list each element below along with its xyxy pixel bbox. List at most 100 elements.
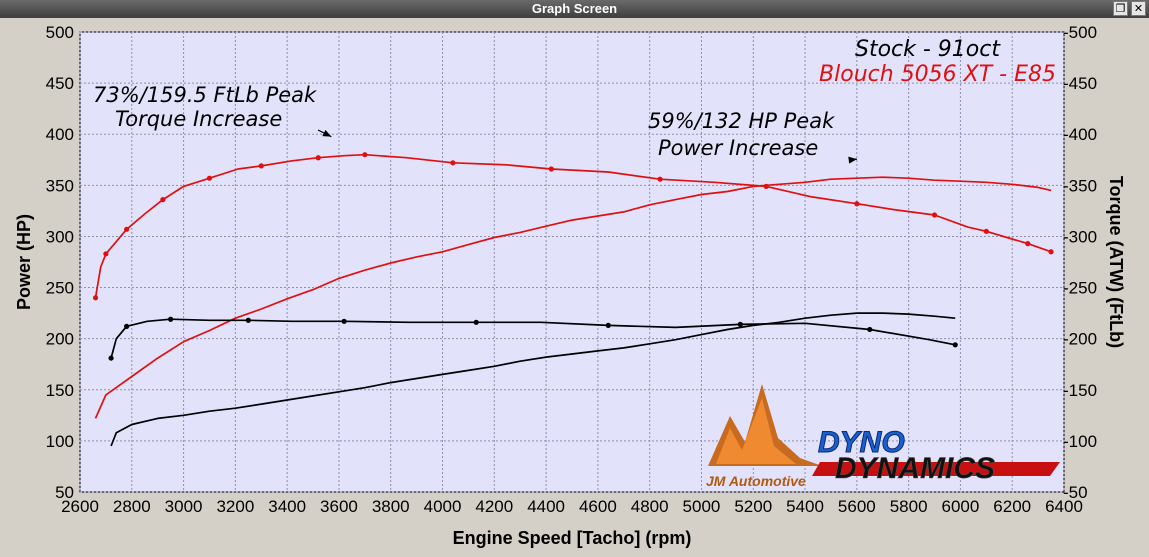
series-0-torque-line: [94, 153, 1052, 298]
x-tick-label-2: 3000: [165, 497, 203, 516]
x-tick-label-15: 5600: [838, 497, 876, 516]
series-0-point-8: [206, 175, 213, 181]
y-left-tick-label-1: 100: [46, 432, 74, 451]
series-0-point-24: [854, 201, 860, 207]
legend-stock: Stock - 91oct: [855, 37, 1001, 62]
y-left-tick-label-2: 150: [46, 381, 74, 400]
series-2-point-0: [108, 355, 114, 361]
annotation-torque-line1: 73%/159.5 FtLb Peak: [93, 83, 317, 107]
dyno-logo-line2: DYNAMICS: [835, 452, 995, 485]
series-2-point-8: [341, 318, 347, 324]
jm-automotive-logo: JM Automotive: [706, 384, 822, 489]
y-left-tick-label-9: 500: [46, 23, 74, 42]
y-left-tick-label-3: 200: [46, 330, 74, 349]
series-0-point-31: [1048, 249, 1054, 255]
series-0-point-10: [258, 163, 264, 169]
series-0-point-6: [160, 197, 166, 203]
series-2-point-6: [245, 317, 251, 323]
x-tick-label-9: 4400: [527, 497, 565, 516]
x-tick-label-10: 4600: [579, 497, 617, 516]
annotation-power-line1: 59%/132 HP Peak: [648, 109, 835, 133]
x-tick-label-11: 4800: [631, 497, 669, 516]
y-right-tick-label-0: -50: [1063, 483, 1088, 502]
x-tick-label-7: 4000: [424, 497, 462, 516]
series-3-power-line: [110, 312, 956, 447]
series-0-point-0: [92, 295, 99, 301]
annotation-torque-line2: Torque Increase: [115, 107, 282, 131]
series-2-point-14: [737, 321, 743, 327]
series-2-point-12: [605, 322, 611, 328]
series-0-point-12: [315, 155, 321, 161]
close-icon: ✕: [1133, 2, 1144, 15]
y-left-tick-label-8: 450: [46, 74, 74, 93]
y-left-tick-label-4: 250: [46, 279, 74, 298]
series-0-point-30: [1025, 241, 1031, 247]
restore-button[interactable]: ❐: [1113, 1, 1128, 16]
close-button[interactable]: ✕: [1131, 1, 1146, 16]
dyno-dynamics-logo: DYNO DYNAMICS: [812, 426, 1060, 485]
y-axis-left-label: Power (HP): [14, 214, 34, 310]
y-axis-right-ticks: -50 -100 -150 -200 -250 -300 -350 -400 -450 -500: [1063, 23, 1097, 502]
plot-area: [79, 31, 1065, 493]
dyno-chart: 2600 2800 3000 3200 3400 3600 3800 4000 4200 4400…: [14, 23, 1126, 548]
annotation-arrows: [317, 129, 858, 164]
series-0-point-14: [362, 152, 368, 158]
legend-blouch: Blouch 5056 XT - E85: [819, 62, 1056, 87]
series-2-torque-line: [110, 318, 956, 359]
y-right-tick-label-8: -450: [1063, 74, 1097, 93]
y-right-tick-label-7: -400: [1063, 125, 1097, 144]
x-tick-label-16: 5800: [890, 497, 928, 516]
y-axis-right-label: Torque (ATW) (FtLb): [1106, 176, 1126, 348]
y-right-tick-label-3: -200: [1063, 330, 1097, 349]
x-tick-label-3: 3200: [216, 497, 254, 516]
y-axis-left-ticks: 50 100 150 200 250 300 350 400 450 500: [46, 23, 74, 502]
x-tick-label-0: 2600: [61, 497, 99, 516]
dyno-logo-line1: DYNO: [818, 426, 905, 459]
series-0-point-28: [983, 228, 989, 234]
series-2-point-4: [168, 316, 174, 322]
y-right-tick-label-5: -300: [1063, 227, 1097, 246]
x-axis-label: Engine Speed [Tacho] (rpm): [453, 528, 692, 548]
jm-logo-text: JM Automotive: [706, 473, 806, 489]
x-axis-ticks: 2600 2800 3000 3200 3400 3600 3800 4000 4200 4400…: [61, 497, 1083, 516]
series-0-point-4: [124, 226, 130, 232]
series-2-point-2: [124, 323, 130, 329]
x-tick-label-18: 6200: [993, 497, 1031, 516]
y-left-tick-label-7: 400: [46, 125, 74, 144]
x-tick-label-12: 5000: [683, 497, 721, 516]
x-tick-label-5: 3600: [320, 497, 358, 516]
annotation-arrowhead-1: [848, 156, 857, 164]
y-left-tick-label-5: 300: [46, 227, 74, 246]
series-0-point-16: [450, 160, 456, 166]
series-2-point-18: [952, 342, 958, 348]
x-tick-label-8: 4200: [475, 497, 513, 516]
y-right-tick-label-6: -350: [1063, 176, 1097, 195]
x-tick-label-4: 3400: [268, 497, 306, 516]
annotation-arrowhead-0: [322, 129, 332, 137]
series-0-point-18: [548, 166, 554, 172]
series-1-power-line: [94, 176, 1052, 419]
title-bar[interactable]: Graph Screen ❐ ✕: [0, 0, 1149, 18]
y-right-tick-label-4: -250: [1063, 279, 1097, 298]
x-tick-label-14: 5400: [786, 497, 824, 516]
x-tick-label-17: 6000: [942, 497, 980, 516]
x-tick-label-19: 6400: [1045, 497, 1083, 516]
series-0-point-26: [931, 212, 938, 218]
x-tick-label-13: 5200: [734, 497, 772, 516]
series-group: [92, 152, 1054, 447]
window-title: Graph Screen: [531, 1, 618, 16]
annotation-power-line2: Power Increase: [658, 136, 818, 160]
grid-lines: [79, 31, 1065, 493]
restore-icon: ❐: [1115, 2, 1126, 15]
series-2-point-10: [473, 319, 479, 325]
y-left-tick-label-0: 50: [55, 483, 74, 502]
y-right-tick-label-9: -500: [1063, 23, 1097, 42]
x-tick-label-1: 2800: [113, 497, 151, 516]
series-2-point-16: [867, 326, 873, 333]
x-tick-label-6: 3800: [372, 497, 410, 516]
series-0-point-2: [103, 251, 109, 257]
series-0-point-20: [657, 176, 663, 182]
y-right-tick-label-1: -100: [1063, 432, 1097, 451]
y-left-tick-label-6: 350: [46, 176, 74, 195]
